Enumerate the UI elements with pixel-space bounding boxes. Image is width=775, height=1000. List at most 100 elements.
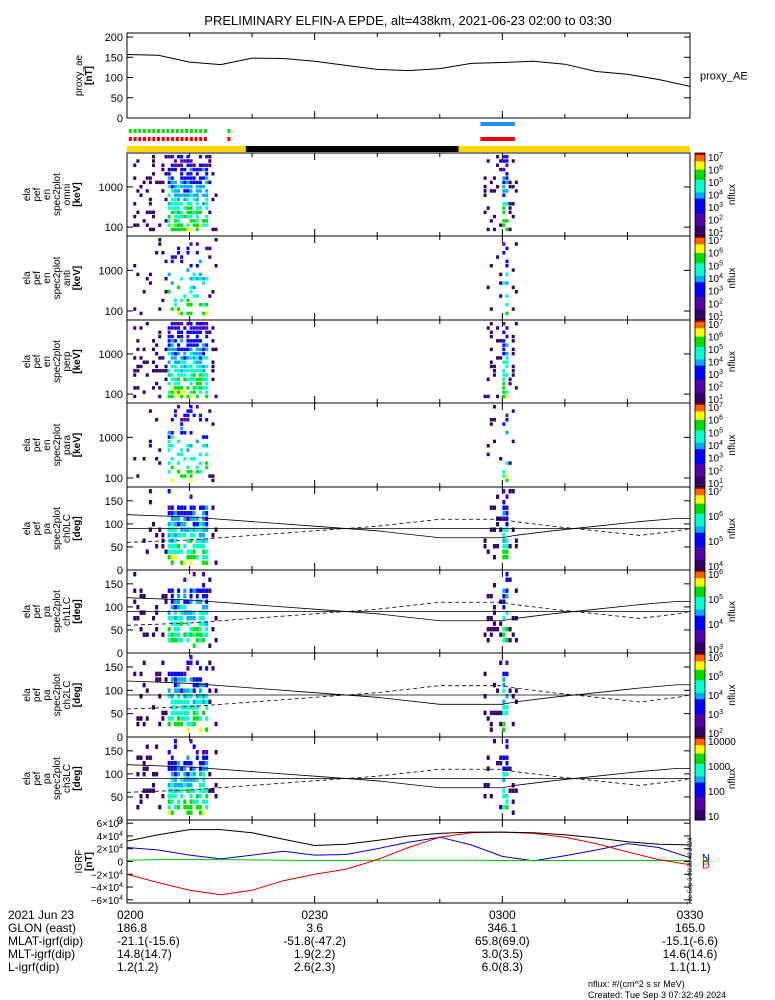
heatmap-cell (173, 227, 177, 232)
heatmap-cell (496, 356, 500, 360)
heatmap-cell (192, 285, 196, 290)
heatmap-cell (508, 577, 512, 582)
heatmap-cell (177, 155, 181, 159)
colorbar-step (695, 221, 705, 225)
heatmap-cell (189, 505, 193, 510)
colorbar-step (695, 807, 705, 811)
colorbar-step (695, 472, 705, 475)
y-tick-label: 6×104 (97, 818, 124, 830)
heatmap-cell (195, 599, 199, 604)
heatmap-cell (205, 632, 209, 637)
colorbar-step (695, 501, 705, 505)
heatmap-cell (170, 259, 174, 264)
heatmap-cell (195, 334, 199, 339)
heatmap-cell (164, 347, 168, 352)
colorbar-step (695, 747, 705, 750)
heatmap-cell (186, 298, 190, 303)
heatmap-cell (183, 699, 187, 705)
axis-tick-value: 6.0(8.3) (482, 960, 523, 974)
colorbar-label: nflux (727, 434, 738, 455)
heatmap-cell (177, 516, 181, 521)
colorbar-tick-label: 104 (708, 619, 723, 631)
heatmap-cell (505, 478, 509, 483)
heatmap-cell (189, 533, 193, 538)
colorbar-step (695, 280, 705, 283)
heatmap-cell (180, 172, 184, 176)
heatmap-cell (158, 334, 162, 339)
heatmap-cell (186, 710, 190, 716)
heatmap-cell (170, 431, 174, 435)
colorbar-tick-label: 103 (708, 709, 723, 721)
heatmap-cell (183, 805, 187, 810)
y-tick-label: 2×104 (97, 844, 124, 856)
colorbar-step (695, 734, 705, 738)
y-tick-label: 1000 (99, 349, 123, 361)
heatmap-cell (180, 605, 184, 610)
colorbar-tick-label: 101 (708, 394, 723, 406)
colorbar-step (695, 315, 705, 319)
heatmap-cell (173, 184, 177, 189)
heatmap-cell (186, 176, 190, 180)
colorbar-step (695, 632, 705, 635)
colorbar-step (695, 766, 705, 769)
colorbar-step (695, 615, 705, 619)
heatmap-cell (170, 347, 174, 352)
heatmap-cell (505, 610, 509, 615)
flag-red (166, 137, 170, 141)
heatmap-cell (511, 214, 515, 219)
heatmap-cell (177, 360, 181, 364)
heatmap-cell (502, 671, 506, 677)
heatmap-cell (202, 303, 206, 307)
heatmap-cell (189, 373, 193, 377)
heatmap-cell (195, 214, 199, 219)
heatmap-cell (170, 307, 174, 311)
colorbar-tick-label: 103 (708, 644, 723, 656)
heatmap-cell (183, 594, 187, 599)
colorbar-tick-label: 101 (708, 311, 723, 323)
heatmap-cell (492, 405, 496, 409)
heatmap-cell (198, 206, 202, 210)
heatmap-cell (183, 431, 187, 435)
colorbar-step (695, 642, 705, 646)
heatmap-cell (205, 394, 209, 399)
heatmap-cell (173, 356, 177, 360)
heatmap-cell (202, 435, 206, 439)
heatmap-cell (192, 180, 196, 185)
y-axis-label: [keV] (72, 433, 83, 457)
heatmap-cell (505, 294, 509, 298)
heatmap-cell (183, 799, 187, 804)
heatmap-cell (214, 394, 218, 399)
heatmap-cell (183, 356, 187, 360)
heatmap-cell (202, 505, 206, 510)
heatmap-cell (505, 511, 509, 516)
heatmap-cell (142, 360, 146, 364)
heatmap-cell (192, 516, 196, 521)
heatmap-cells (133, 238, 518, 316)
heatmap-cell (177, 522, 181, 527)
heatmap-cell (192, 632, 196, 637)
heatmap-cell (198, 666, 202, 671)
heatmap-cell (195, 777, 199, 782)
heatmap-cell (173, 214, 177, 219)
heatmap-cell (195, 805, 199, 810)
heatmap-cell (202, 788, 206, 793)
heatmap-cell (205, 555, 209, 560)
heatmap-cell (192, 705, 196, 710)
heatmap-cell (170, 505, 174, 510)
heatmap-cell (511, 527, 515, 532)
heatmap-cell (514, 588, 518, 593)
heatmap-cell (514, 638, 518, 643)
heatmap-cell (502, 167, 506, 172)
colorbar-step (695, 403, 705, 406)
heatmap-cell (167, 632, 171, 637)
heatmap-cell (170, 560, 174, 565)
heatmap-cells (133, 322, 518, 399)
heatmap-cell (145, 277, 149, 281)
heatmap-cell (499, 294, 503, 298)
heatmap-cell (186, 418, 190, 422)
heatmap-cell (195, 555, 199, 560)
y-tick-label: 150 (105, 579, 123, 591)
heatmap-cell (505, 334, 509, 339)
heatmap-cell (489, 422, 493, 426)
